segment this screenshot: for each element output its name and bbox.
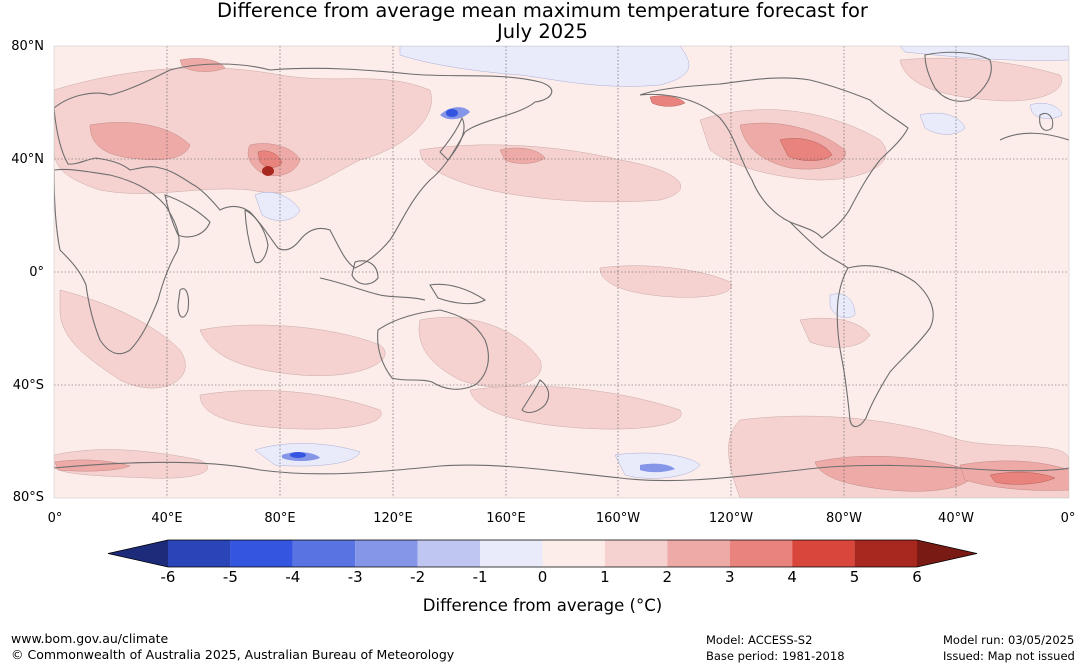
colorbar-tick-label: -1	[472, 568, 488, 586]
colorbar-segment	[168, 540, 231, 567]
lon-label-120e: 120°E	[373, 511, 413, 526]
lat-label-40s: 40°S	[12, 378, 44, 393]
lon-label-0-west: 0°	[47, 511, 63, 526]
coastline-europe	[999, 132, 1069, 141]
coastline-new-guinea	[429, 283, 487, 305]
colorbar-tick-label: -4	[285, 568, 301, 586]
colorbar-extend-low	[108, 540, 168, 567]
anomaly-shading-negative-core	[290, 109, 458, 458]
colorbar-segment	[604, 540, 668, 567]
map-frame	[53, 45, 1070, 499]
colorbar-tick-label: 2	[662, 568, 673, 586]
coastline-british-isles	[1039, 112, 1054, 131]
colorbar-tick-label: 1	[600, 568, 610, 586]
colorbar-tick-label: 6	[912, 568, 922, 586]
lon-label-40e: 40°E	[151, 511, 183, 526]
coastline-central-america	[789, 221, 849, 269]
colorbar-tick-label: 3	[724, 568, 735, 586]
footer-issued: Issued: Map not issued	[943, 649, 1075, 663]
footer-model-run: Model run: 03/05/2025	[943, 633, 1075, 647]
lon-label-80w: 80°W	[826, 511, 862, 526]
colorbar-segment	[854, 540, 917, 567]
map-title-line1: Difference from average mean maximum tem…	[217, 0, 868, 22]
coastline-arabia	[164, 194, 211, 238]
coastline-madagascar	[177, 288, 190, 318]
footer-copyright: © Commonwealth of Australia 2025, Austra…	[11, 647, 455, 662]
coastline-eurasia	[54, 63, 553, 269]
map-title-line2: July 2025	[497, 20, 588, 43]
footer-base-period: Base period: 1981-2018	[706, 649, 845, 663]
colorbar-segment	[792, 540, 855, 567]
colorbar-tick-label: 5	[849, 568, 860, 586]
colorbar-segment	[542, 540, 605, 567]
coastlines	[54, 51, 1069, 482]
coastline-greenland	[924, 51, 992, 102]
colorbar-segment	[417, 540, 481, 567]
colorbar-tick-label: -6	[160, 568, 176, 586]
anomaly-shading-3-4	[257, 95, 1056, 485]
anomaly-shading-1-2	[54, 57, 1069, 498]
coastline-borneo	[351, 260, 379, 285]
colorbar-tick-label: 4	[787, 568, 797, 586]
colorbar-segment	[292, 540, 356, 567]
colorbar-segment	[729, 540, 793, 567]
lat-label-80s: 80°S	[12, 490, 44, 505]
colorbar-tick-label: -5	[222, 568, 238, 586]
lon-label-160w: 160°W	[595, 511, 641, 526]
colorbar-segment	[480, 540, 543, 567]
lat-label-40n: 40°N	[11, 152, 44, 167]
coastline-africa	[54, 168, 180, 355]
colorbar-outline	[107, 539, 978, 568]
footer-model: Model: ACCESS-S2	[706, 633, 813, 647]
coastline-india	[244, 209, 269, 264]
colorbar-tick-label: -3	[347, 568, 363, 586]
graticule	[54, 46, 1069, 498]
lat-label-0: 0°	[29, 265, 44, 280]
footer-url: www.bom.gov.au/climate	[11, 631, 169, 646]
colorbar-tick-label: -2	[410, 568, 426, 586]
coastline-japan	[439, 116, 465, 161]
lon-label-160e: 160°E	[486, 511, 526, 526]
coastline-north-america	[639, 77, 909, 239]
anomaly-shading-4-plus	[262, 166, 274, 176]
lon-label-40w: 40°W	[938, 511, 974, 526]
colorbar-extend-high	[917, 540, 977, 567]
colorbar-segment	[355, 540, 418, 567]
colorbar-segment	[230, 540, 293, 567]
colorbar-tick-label: 0	[537, 568, 548, 586]
coastline-south-america	[836, 265, 934, 428]
lon-label-0-east: 0°	[1060, 511, 1076, 526]
coastline-indonesia	[319, 277, 426, 301]
coastline-antarctica	[54, 461, 1069, 482]
colorbar-segment	[667, 540, 730, 567]
lat-label-80n: 80°N	[11, 39, 44, 54]
lon-label-80e: 80°E	[264, 511, 296, 526]
coastline-new-zealand	[521, 379, 550, 414]
colorbar-label: Difference from average (°C)	[422, 596, 663, 615]
lon-label-120w: 120°W	[708, 511, 754, 526]
